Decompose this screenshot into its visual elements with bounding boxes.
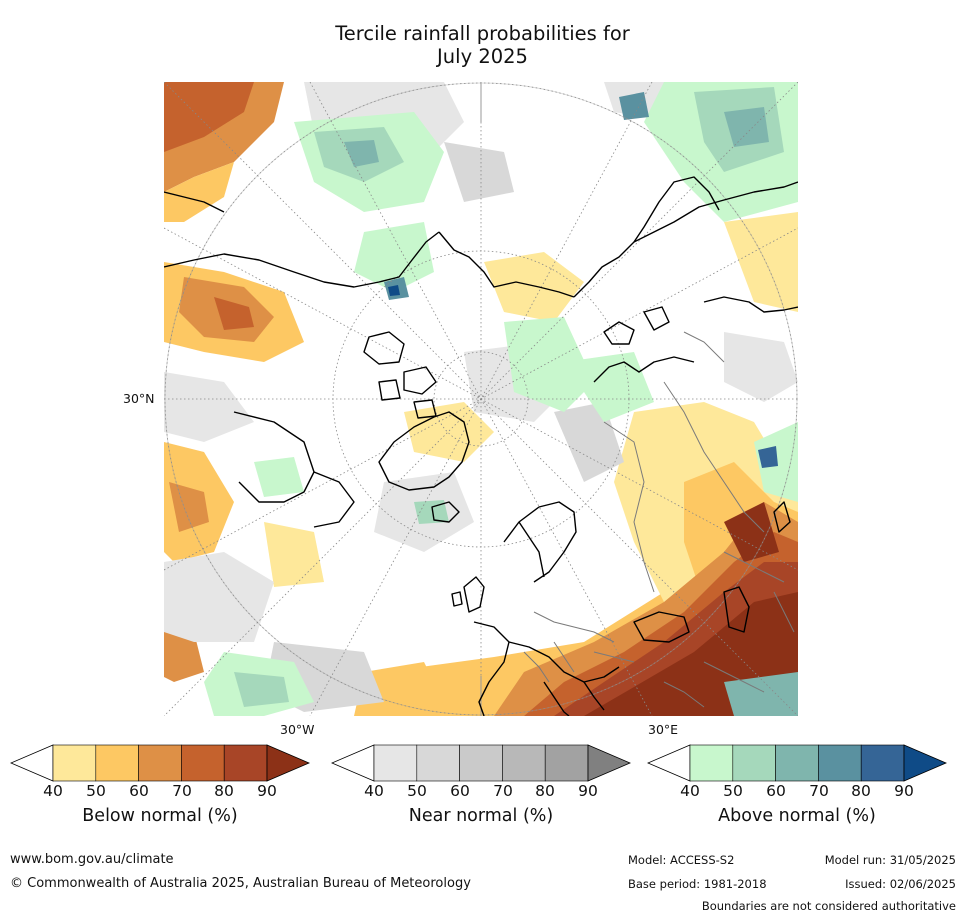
colorbar-over-triangle — [903, 744, 947, 782]
colorbar-under-triangle — [331, 744, 375, 782]
colorbar-near-ticks: 40 50 60 70 80 90 — [331, 782, 631, 802]
colorbar-above-normal — [647, 744, 947, 782]
footer-url: www.bom.gov.au/climate — [10, 852, 174, 867]
colorbar-segment — [732, 744, 776, 782]
tick-label: 40 — [43, 782, 63, 800]
title-line-1: Tercile rainfall probabilities for — [335, 22, 630, 45]
tick-label: 90 — [578, 782, 598, 800]
colorbar-segment — [459, 744, 503, 782]
colorbar-segment — [95, 744, 139, 782]
colorbar-near-normal — [331, 744, 631, 782]
tick-label: 70 — [809, 782, 829, 800]
tick-label: 60 — [766, 782, 786, 800]
tick-label: 50 — [407, 782, 427, 800]
tick-label: 70 — [172, 782, 192, 800]
colorbar-above-label: Above normal (%) — [718, 806, 876, 826]
tick-label: 60 — [129, 782, 149, 800]
title-line-2: July 2025 — [437, 45, 528, 68]
colorbar-above-svg — [647, 744, 947, 782]
tick-label: 80 — [851, 782, 871, 800]
colorbar-near-label: Near normal (%) — [408, 806, 554, 826]
tick-label: 40 — [680, 782, 700, 800]
colorbar-above-ticks: 40 50 60 70 80 90 — [647, 782, 947, 802]
lon-label-30w: 30°W — [280, 722, 315, 737]
lon-label-30e: 30°E — [648, 722, 679, 737]
tick-label: 50 — [723, 782, 743, 800]
colorbar-segment — [689, 744, 734, 782]
footer-copyright: © Commonwealth of Australia 2025, Austra… — [10, 876, 471, 891]
tick-label: 80 — [535, 782, 555, 800]
colorbar-segment — [373, 744, 418, 782]
colorbar-segment — [52, 744, 97, 782]
colorbar-segment — [223, 744, 268, 782]
footer-model: Model: ACCESS-S2 — [628, 853, 735, 867]
above-normal-regions — [204, 82, 798, 716]
polar-map — [164, 82, 798, 716]
colorbar-segment — [544, 744, 589, 782]
footer-disclaimer: Boundaries are not considered authoritat… — [701, 899, 956, 913]
tick-label: 90 — [257, 782, 277, 800]
tick-label: 90 — [894, 782, 914, 800]
colorbar-over-triangle — [266, 744, 310, 782]
lat-label-30n: 30°N — [123, 391, 155, 406]
colorbar-below-ticks: 40 50 60 70 80 90 — [10, 782, 310, 802]
tick-label: 50 — [86, 782, 106, 800]
footer-model-run: Model run: 31/05/2025 — [824, 853, 956, 867]
colorbar-segment — [860, 744, 905, 782]
colorbar-segment — [181, 744, 225, 782]
colorbar-below-normal — [10, 744, 310, 782]
footer-base-period: Base period: 1981-2018 — [628, 877, 767, 891]
colorbar-segment — [818, 744, 862, 782]
colorbar-below-label: Below normal (%) — [82, 806, 238, 826]
colorbar-segment — [416, 744, 460, 782]
colorbar-below-svg — [10, 744, 310, 782]
colorbar-near-svg — [331, 744, 631, 782]
colorbar-segment — [775, 744, 819, 782]
chart-title: Tercile rainfall probabilities for July … — [0, 22, 965, 68]
map-svg — [164, 82, 798, 716]
coastlines — [164, 176, 798, 716]
colorbar-over-triangle — [587, 744, 631, 782]
tick-label: 70 — [493, 782, 513, 800]
tick-label: 40 — [364, 782, 384, 800]
colorbar-segment — [502, 744, 546, 782]
tick-label: 80 — [214, 782, 234, 800]
footer-issued: Issued: 02/06/2025 — [845, 877, 956, 891]
colorbar-under-triangle — [10, 744, 54, 782]
tick-label: 60 — [450, 782, 470, 800]
country-boundaries — [523, 331, 795, 708]
colorbar-segment — [138, 744, 182, 782]
colorbar-under-triangle — [647, 744, 691, 782]
